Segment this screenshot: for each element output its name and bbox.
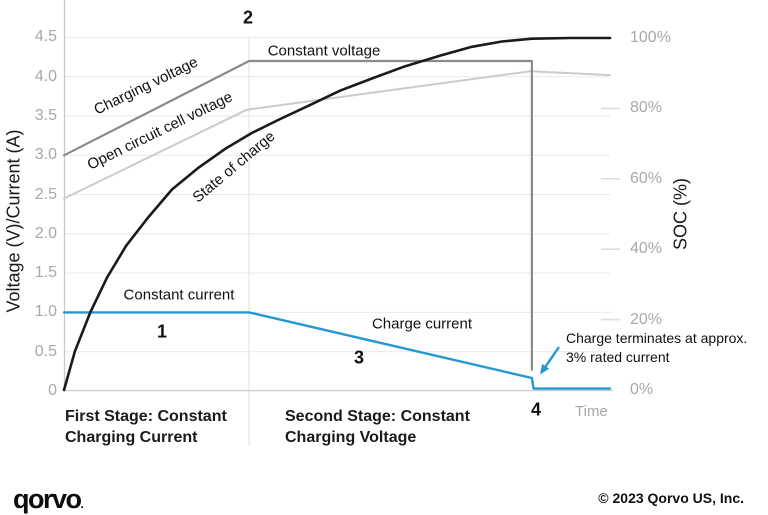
qorvo-logo-mark: . xyxy=(80,497,84,511)
left-tick-label: 1.0 xyxy=(34,303,57,321)
stage-marker-2: 2 xyxy=(242,7,254,28)
copyright-text: © 2023 Qorvo US, Inc. xyxy=(598,490,744,506)
caption-first-stage-line2: Charging Current xyxy=(65,429,198,446)
right-tick-label: 100% xyxy=(630,29,671,46)
stage-marker-4: 4 xyxy=(530,399,542,420)
right-tick-label: 40% xyxy=(630,240,663,258)
right-tick-label: 0% xyxy=(630,381,654,398)
caption-first-stage: First Stage: Constant Charging Current xyxy=(65,406,227,448)
right-tick-label: 60% xyxy=(630,169,663,187)
caption-second-stage-line2: Charging Voltage xyxy=(285,429,417,446)
left-tick-label: 4.0 xyxy=(34,67,57,85)
right-tick-label: 20% xyxy=(630,310,663,328)
left-tick-label: 3.0 xyxy=(34,146,57,164)
x-axis-time-label: Time xyxy=(575,403,608,420)
qorvo-logo-text: qorvo xyxy=(13,484,82,514)
right-tick-label: 80% xyxy=(630,99,663,117)
series-line-charging-voltage xyxy=(62,59,534,371)
terminate-annotation-line2: 3% rated current xyxy=(566,348,670,365)
y-axis-right-title: SOC (%) xyxy=(670,178,691,250)
label-constant-current: Constant current xyxy=(123,286,235,304)
stage-marker-1: 1 xyxy=(156,321,168,342)
caption-second-stage: Second Stage: Constant Charging Voltage xyxy=(285,406,470,448)
series-line-state-of-charge xyxy=(62,36,612,392)
qorvo-logo: qorvo. xyxy=(13,486,84,515)
terminate-annotation-line1: Charge terminates at approx. xyxy=(566,330,748,346)
series-line-charge-current xyxy=(62,311,612,390)
terminate-annotation: Charge terminates at approx. 3% rated cu… xyxy=(566,329,747,366)
left-tick-label: 2.0 xyxy=(34,224,57,242)
series-line-open-circuit-cell-voltage xyxy=(63,70,611,200)
label-charge-current: Charge current xyxy=(371,315,473,333)
stage-marker-3: 3 xyxy=(353,347,365,368)
terminate-arrow xyxy=(540,346,560,375)
data-series-lines xyxy=(62,36,612,392)
caption-first-stage-line1: First Stage: Constant xyxy=(65,408,227,425)
left-tick-label: 2.5 xyxy=(34,185,57,203)
left-tick-label: 4.5 xyxy=(34,28,57,46)
gridlines xyxy=(63,0,620,446)
caption-second-stage-line1: Second Stage: Constant xyxy=(285,408,470,425)
left-tick-label: 0 xyxy=(48,382,57,399)
left-tick-label: 3.5 xyxy=(34,106,57,124)
left-tick-label: 0.5 xyxy=(34,342,57,360)
left-tick-label: 1.5 xyxy=(34,264,57,282)
label-constant-voltage: Constant voltage xyxy=(267,42,381,60)
